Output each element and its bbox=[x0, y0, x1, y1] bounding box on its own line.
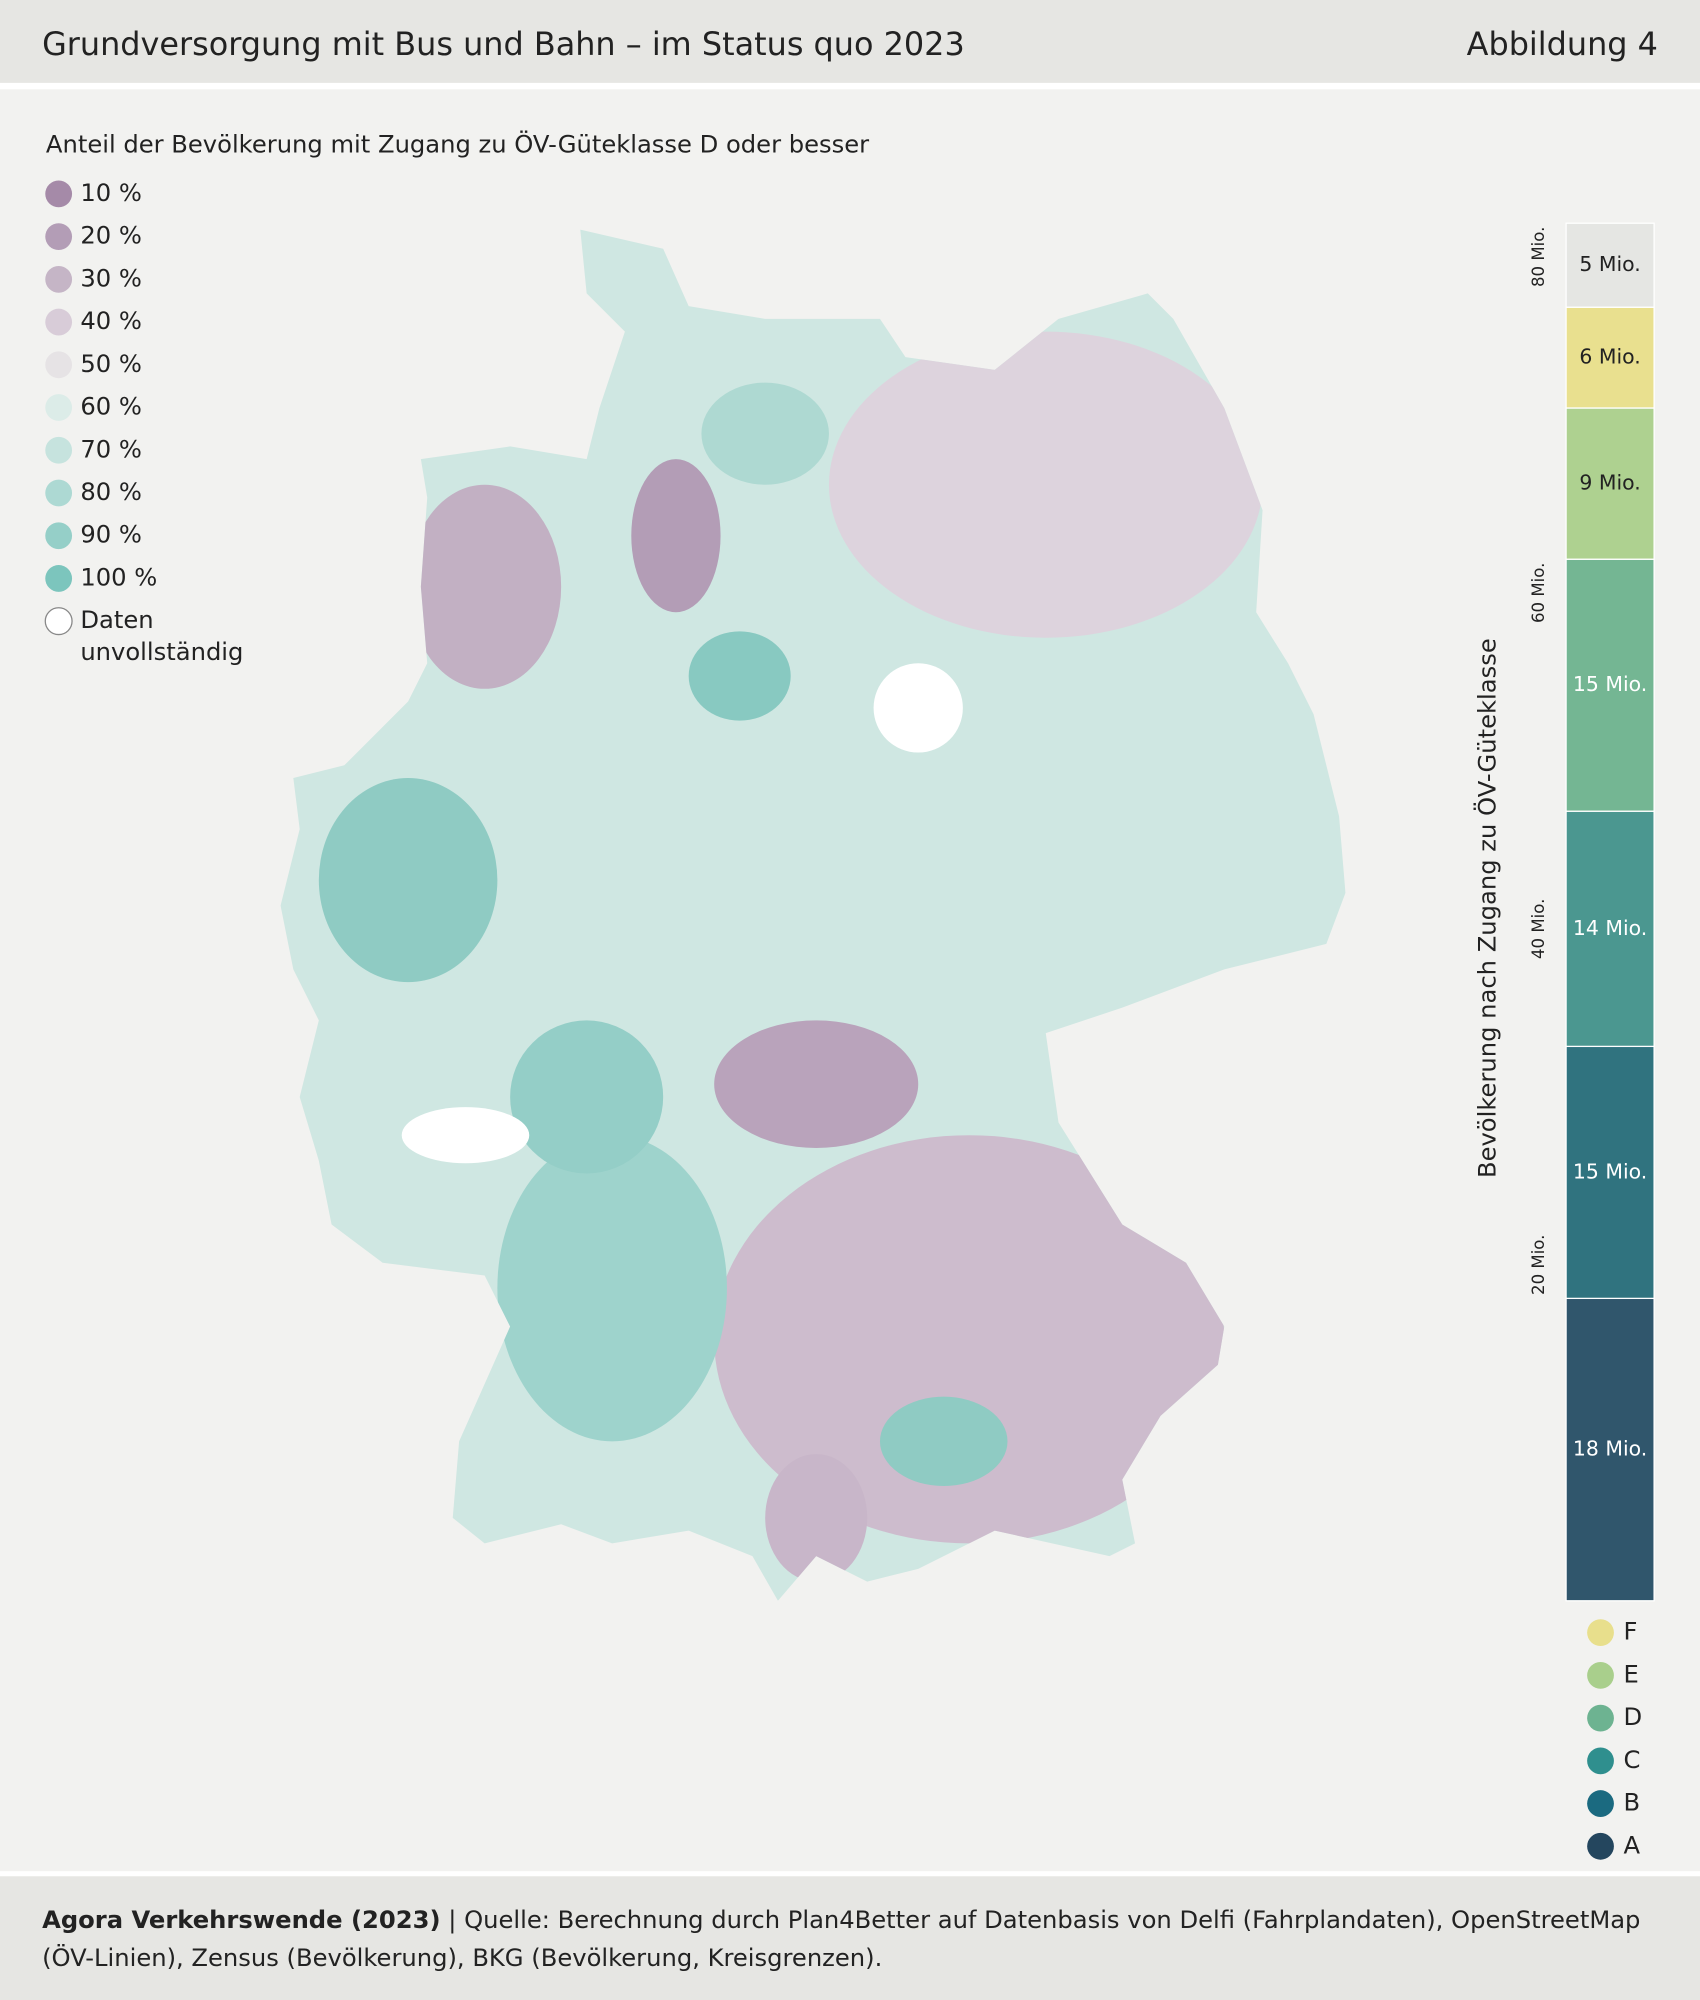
footer-text: (ÖV-Linien), Zensus (Bevölkerung), BKG (… bbox=[42, 1943, 882, 1972]
value-label: 15 Mio. bbox=[1573, 672, 1647, 696]
footer-source: | Quelle: Berechnung durch Plan4Better a… bbox=[448, 1906, 1640, 1934]
y-tick-label: 60 Mio. bbox=[1529, 563, 1548, 623]
bar-segment bbox=[1565, 558, 1655, 812]
class-legend-swatch bbox=[1587, 1832, 1614, 1860]
legend-label: unvollständig bbox=[80, 638, 243, 666]
legend-label: 60 % bbox=[80, 393, 142, 421]
region-missing bbox=[873, 663, 963, 753]
bar-segment bbox=[1565, 407, 1655, 560]
legend-label: 70 % bbox=[80, 435, 142, 463]
bar-segment bbox=[1565, 222, 1655, 308]
bar-segment bbox=[1565, 306, 1655, 409]
footer-source-bold: Agora Verkehrswende (2023) bbox=[42, 1906, 440, 1934]
footer-bar bbox=[0, 1875, 1700, 2000]
class-legend-label: C bbox=[1623, 1746, 1640, 1774]
region bbox=[879, 1396, 1008, 1486]
legend-swatch bbox=[45, 394, 73, 421]
region-missing bbox=[401, 1107, 530, 1164]
legend-title: Anteil der Bevölkerung mit Zugang zu ÖV-… bbox=[46, 129, 869, 158]
value-label: 18 Mio. bbox=[1573, 1437, 1647, 1461]
legend-label: 80 % bbox=[80, 478, 142, 506]
value-label: 9 Mio. bbox=[1579, 471, 1640, 495]
legend-swatch bbox=[45, 308, 73, 336]
y-tick-label: 40 Mio. bbox=[1529, 899, 1548, 959]
class-legend-label: F bbox=[1623, 1618, 1637, 1646]
bar-segment bbox=[1565, 1045, 1655, 1300]
region bbox=[765, 1454, 868, 1582]
class-legend-swatch bbox=[1587, 1704, 1614, 1732]
footer-rule bbox=[0, 1871, 1700, 1877]
value-label: 6 Mio. bbox=[1579, 345, 1640, 369]
class-legend-swatch bbox=[1587, 1661, 1614, 1689]
legend-swatch bbox=[45, 180, 73, 208]
region bbox=[701, 382, 829, 485]
value-label: 5 Mio. bbox=[1579, 252, 1640, 276]
legend-label: 40 % bbox=[80, 307, 142, 335]
region bbox=[631, 459, 721, 613]
title: Grundversorgung mit Bus und Bahn – im St… bbox=[42, 25, 965, 63]
class-legend-swatch bbox=[1587, 1619, 1614, 1647]
y-axis-label: Bevölkerung nach Zugang zu ÖV-Güteklasse bbox=[1472, 638, 1501, 1178]
region bbox=[828, 331, 1263, 638]
value-label: 14 Mio. bbox=[1573, 916, 1647, 940]
legend-label: 50 % bbox=[80, 350, 142, 378]
bar-segment bbox=[1565, 1297, 1655, 1602]
y-tick-label: 20 Mio. bbox=[1529, 1235, 1548, 1295]
header-rule bbox=[0, 82, 1700, 90]
legend-label: 90 % bbox=[80, 521, 142, 549]
legend-label: 20 % bbox=[80, 222, 142, 250]
legend-label: 100 % bbox=[80, 563, 157, 591]
legend-swatch bbox=[45, 436, 73, 464]
legend-swatch bbox=[45, 565, 73, 592]
value-label: 15 Mio. bbox=[1573, 1159, 1647, 1183]
region bbox=[510, 1020, 664, 1174]
header-bar bbox=[0, 0, 1700, 83]
legend-swatch bbox=[45, 223, 73, 250]
class-legend-label: B bbox=[1623, 1789, 1640, 1817]
region bbox=[688, 631, 791, 721]
y-tick-label: 80 Mio. bbox=[1529, 227, 1548, 287]
map-germany bbox=[280, 229, 1346, 1601]
class-legend-swatch bbox=[1587, 1747, 1614, 1775]
legend-label: 10 % bbox=[80, 179, 142, 207]
legend-swatch bbox=[45, 522, 73, 550]
legend-swatch bbox=[45, 265, 73, 293]
figure-number: Abbildung 4 bbox=[1467, 25, 1658, 63]
class-legend-swatch bbox=[1587, 1790, 1614, 1817]
region bbox=[714, 1020, 919, 1148]
legend-swatch bbox=[45, 351, 73, 379]
region bbox=[497, 1135, 727, 1442]
region bbox=[408, 484, 562, 689]
class-legend-label: E bbox=[1623, 1660, 1638, 1688]
legend-label: Daten bbox=[80, 606, 153, 634]
region bbox=[714, 1135, 1225, 1544]
legend-swatch bbox=[45, 479, 73, 507]
class-legend-label: D bbox=[1623, 1703, 1642, 1731]
region bbox=[318, 778, 498, 983]
class-legend-label: A bbox=[1623, 1831, 1640, 1859]
legend-label: 30 % bbox=[80, 264, 142, 292]
legend-swatch bbox=[44, 607, 73, 636]
footer-text: Agora Verkehrswende (2023) | Quelle: Ber… bbox=[42, 1906, 1640, 1934]
